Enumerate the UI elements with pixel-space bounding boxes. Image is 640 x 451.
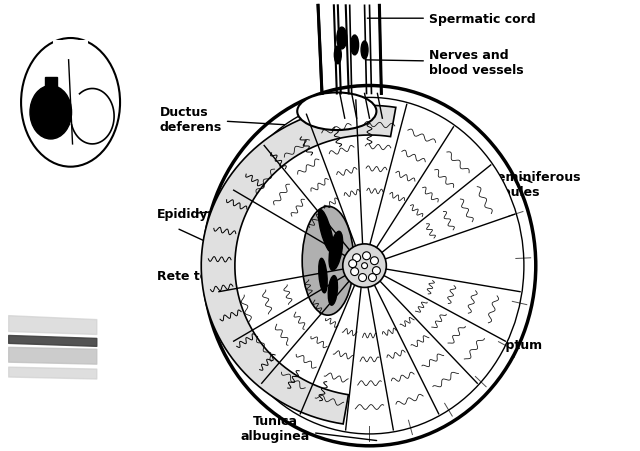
Polygon shape — [201, 106, 396, 424]
Circle shape — [369, 274, 376, 282]
Ellipse shape — [319, 210, 333, 253]
Text: Septum: Septum — [488, 339, 542, 357]
Ellipse shape — [21, 39, 120, 167]
Ellipse shape — [361, 42, 368, 60]
Ellipse shape — [302, 207, 354, 315]
Ellipse shape — [351, 36, 358, 56]
Text: Epididymis: Epididymis — [157, 207, 233, 220]
Polygon shape — [45, 78, 57, 90]
Ellipse shape — [204, 86, 536, 446]
Polygon shape — [52, 41, 88, 60]
Ellipse shape — [337, 28, 347, 50]
Circle shape — [371, 257, 378, 265]
Circle shape — [349, 260, 356, 268]
Circle shape — [372, 267, 380, 275]
Circle shape — [363, 252, 371, 260]
Circle shape — [358, 274, 367, 282]
Ellipse shape — [343, 244, 387, 288]
Text: Rete testis: Rete testis — [157, 269, 320, 282]
Circle shape — [362, 263, 367, 269]
Text: Spermatic cord: Spermatic cord — [367, 13, 536, 26]
Text: Tunica
albuginea: Tunica albuginea — [241, 414, 376, 442]
Circle shape — [351, 268, 358, 276]
Ellipse shape — [334, 47, 341, 64]
Text: Ductus
deferens: Ductus deferens — [159, 106, 339, 134]
Ellipse shape — [215, 98, 524, 434]
Ellipse shape — [30, 86, 72, 140]
Ellipse shape — [329, 232, 342, 271]
Text: Seminiferous
tubules: Seminiferous tubules — [488, 170, 580, 198]
Ellipse shape — [328, 276, 337, 305]
Ellipse shape — [297, 93, 376, 131]
Text: Nerves and
blood vessels: Nerves and blood vessels — [365, 49, 524, 77]
Circle shape — [353, 254, 360, 262]
Ellipse shape — [319, 259, 327, 293]
